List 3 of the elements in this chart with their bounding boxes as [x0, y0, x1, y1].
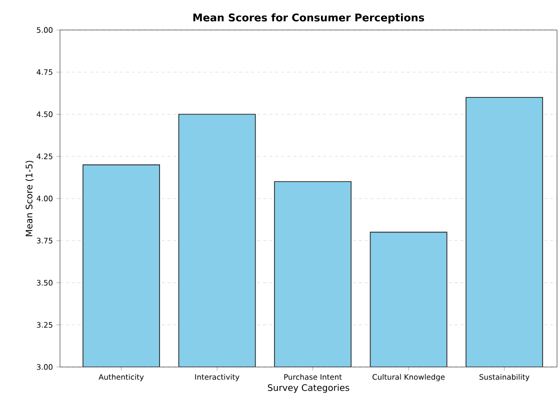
x-axis-title: Survey Categories	[268, 384, 350, 393]
y-axis-title: Mean Score (1-5)	[26, 160, 34, 236]
chart-title: Mean Scores for Consumer Perceptions	[193, 13, 424, 24]
